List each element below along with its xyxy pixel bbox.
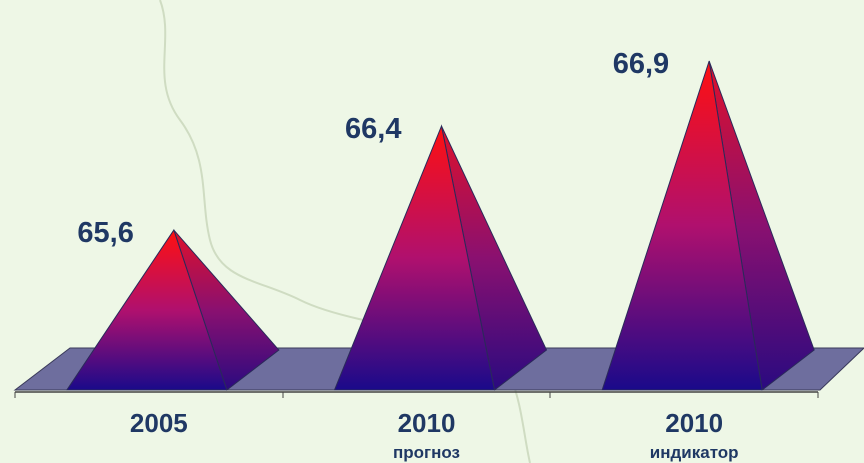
pyramid-front	[601, 60, 763, 391]
value-label: 66,4	[345, 113, 401, 145]
pyramid-front	[333, 124, 496, 391]
axis-ticks	[14, 392, 819, 398]
value-label: 66,9	[613, 48, 669, 80]
value-label: 65,6	[77, 217, 133, 249]
pyramid-front	[65, 228, 228, 391]
x-tick-label: 2005	[130, 408, 188, 438]
x-tick-label: 2010	[665, 408, 723, 438]
x-tick-label: 2010	[398, 408, 456, 438]
x-sublabel: прогноз	[393, 443, 460, 462]
x-sublabel: индикатор	[650, 443, 739, 462]
